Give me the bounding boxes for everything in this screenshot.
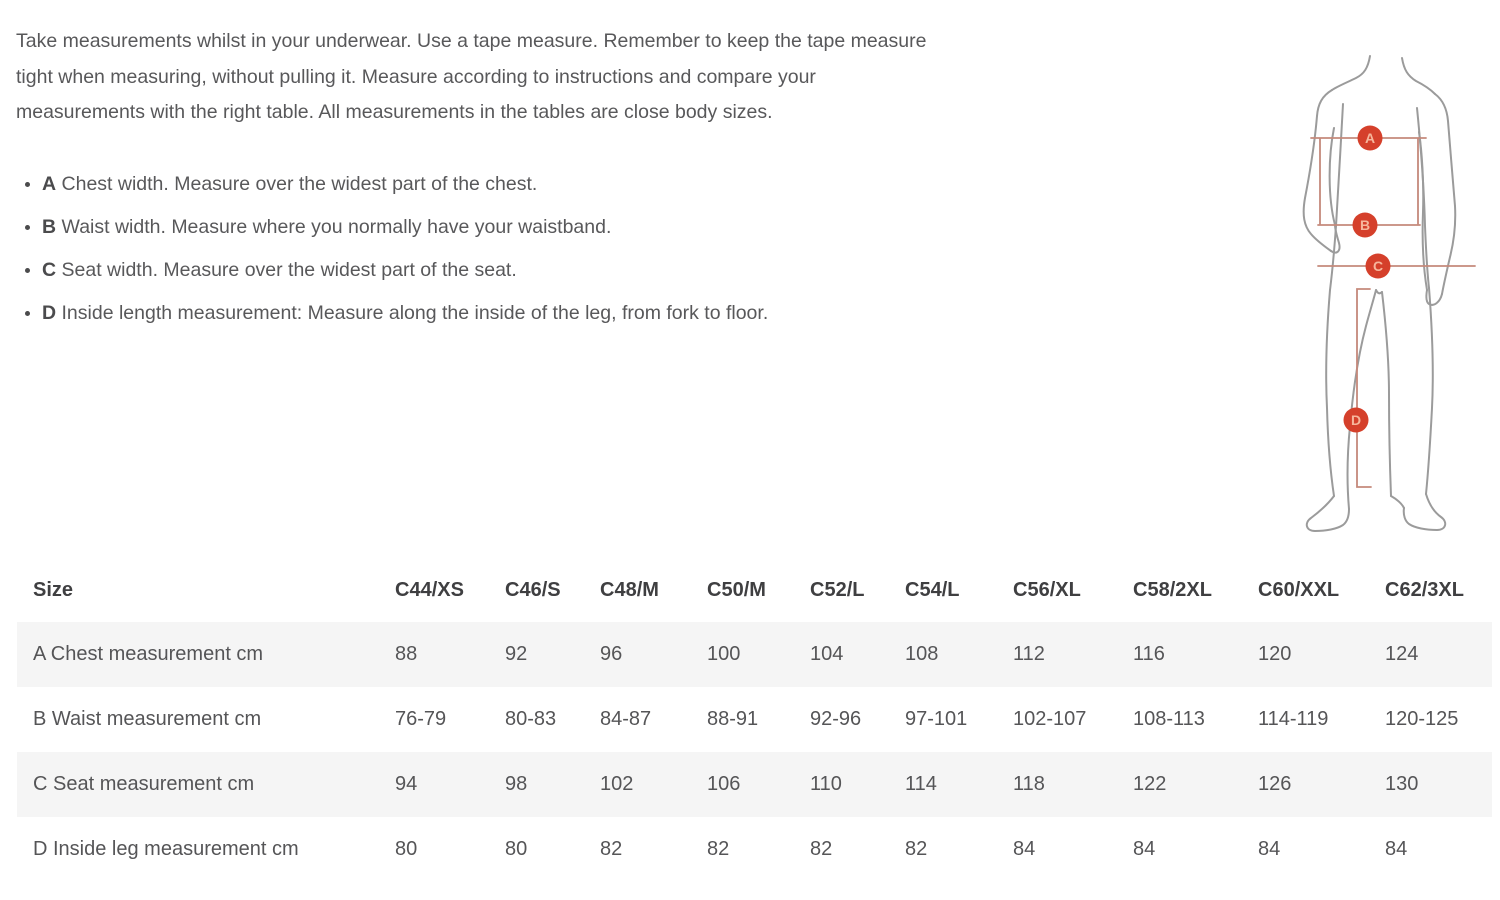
list-item-seat: C Seat width. Measure over the widest pa…	[42, 256, 1122, 284]
size-header-c60xxl: C60/XXL	[1258, 578, 1340, 601]
table-row-inside-leg: D Inside leg measurement cm 80 80 82 82 …	[17, 817, 1492, 882]
cell-value: 82	[600, 838, 623, 860]
cell-value: 80-83	[505, 708, 557, 730]
cell-value: 104	[810, 643, 844, 665]
instructions-line: tight when measuring, without pulling it…	[16, 65, 816, 88]
cell-value: 122	[1133, 773, 1167, 795]
cell-value: 84-87	[600, 708, 652, 730]
body-measurement-diagram: A B C D	[1278, 26, 1483, 546]
table-row-seat: C Seat measurement cm 94 98 102 106 110 …	[17, 752, 1492, 817]
inside-leg-line	[1356, 288, 1372, 488]
cell-value: 114	[905, 773, 937, 795]
cell-value: 88-91	[707, 708, 759, 730]
size-header-c623xl: C62/3XL	[1385, 578, 1464, 601]
cell-value: 80	[505, 838, 528, 860]
size-header-c582xl: C58/2XL	[1133, 578, 1212, 601]
cell-value: 76-79	[395, 708, 447, 730]
point-letter: A	[42, 173, 57, 195]
size-chart-table: Size C44/XS C46/S C48/M C50/M C52/L C54/…	[17, 558, 1492, 882]
chest-marker-circle	[1357, 125, 1383, 151]
cell-value: 88	[395, 643, 418, 665]
point-letter: D	[42, 302, 57, 324]
row-label: C Seat measurement cm	[33, 773, 255, 795]
measurement-lines	[1310, 137, 1476, 488]
size-column-header: Size	[33, 578, 74, 601]
instructions-line: Take measurements whilst in your underwe…	[16, 30, 927, 52]
cell-value: 82	[905, 838, 928, 860]
cell-value: 110	[810, 773, 842, 795]
cell-value: 100	[707, 643, 741, 665]
cell-value: 116	[1133, 643, 1165, 665]
cell-value: 102-107	[1013, 708, 1087, 730]
body-silhouette-illustration: A B C D	[1302, 55, 1476, 533]
inside-leg-marker-letter: D	[1351, 412, 1361, 428]
cell-value: 96	[600, 643, 623, 665]
measurement-markers: A B C D	[1343, 125, 1391, 433]
point-text: Inside length measurement: Measure along…	[61, 302, 769, 324]
body-outline	[1302, 55, 1457, 533]
list-item-inside-leg: D Inside length measurement: Measure alo…	[42, 299, 1122, 327]
cell-value: 124	[1385, 643, 1419, 665]
row-label: A Chest measurement cm	[33, 643, 264, 665]
cell-value: 108	[905, 643, 939, 665]
instructions-line: measurements with the right table. All m…	[16, 101, 773, 123]
measurement-instructions: Take measurements whilst in your underwe…	[16, 24, 1216, 131]
cell-value: 84	[1013, 838, 1036, 860]
cell-value: 94	[395, 773, 418, 795]
size-header-c50m: C50/M	[707, 578, 766, 601]
row-label: B Waist measurement cm	[33, 708, 262, 730]
cell-value: 97-101	[905, 708, 968, 730]
list-item-chest: A Chest width. Measure over the widest p…	[42, 170, 1122, 198]
point-letter: B	[42, 216, 57, 238]
cell-value: 120-125	[1385, 708, 1459, 730]
chest-marker-letter: A	[1365, 130, 1375, 146]
cell-value: 126	[1258, 773, 1292, 795]
point-letter: C	[42, 259, 57, 281]
waist-marker-circle	[1352, 212, 1378, 238]
cell-value: 84	[1133, 838, 1156, 860]
cell-value: 114-119	[1258, 708, 1329, 730]
point-text: Seat width. Measure over the widest part…	[61, 259, 517, 281]
cell-value: 108-113	[1133, 708, 1205, 730]
cell-value: 120	[1258, 643, 1292, 665]
point-text: Waist width. Measure where you normally …	[61, 216, 612, 238]
cell-value: 106	[707, 773, 741, 795]
size-header-c56xl: C56/XL	[1013, 578, 1081, 601]
cell-value: 92	[505, 643, 528, 665]
row-label: D Inside leg measurement cm	[33, 838, 299, 860]
cell-value: 130	[1385, 773, 1419, 795]
size-header-c48m: C48/M	[600, 578, 659, 601]
seat-marker-circle	[1365, 253, 1391, 279]
table-row-waist: B Waist measurement cm 76-79 80-83 84-87…	[17, 687, 1492, 752]
size-header-c46s: C46/S	[505, 578, 561, 601]
waist-marker-letter: B	[1360, 217, 1370, 233]
cell-value: 82	[810, 838, 833, 860]
cell-value: 84	[1258, 838, 1281, 860]
size-header-row: Size C44/XS C46/S C48/M C50/M C52/L C54/…	[17, 558, 1492, 622]
measurement-points-list: A Chest width. Measure over the widest p…	[16, 170, 1122, 342]
table-row-chest: A Chest measurement cm 88 92 96 100 104 …	[17, 622, 1492, 687]
cell-value: 98	[505, 773, 528, 795]
cell-value: 102	[600, 773, 634, 795]
inside-leg-marker-circle	[1343, 407, 1369, 433]
size-header-c54l: C54/L	[905, 578, 960, 601]
cell-value: 92-96	[810, 708, 862, 730]
size-header-c52l: C52/L	[810, 578, 865, 601]
cell-value: 118	[1013, 773, 1045, 795]
cell-value: 84	[1385, 838, 1408, 860]
cell-value: 80	[395, 838, 418, 860]
cell-value: 112	[1013, 643, 1045, 665]
point-text: Chest width. Measure over the widest par…	[61, 173, 538, 195]
cell-value: 82	[707, 838, 730, 860]
list-item-waist: B Waist width. Measure where you normall…	[42, 213, 1122, 241]
size-header-c44xs: C44/XS	[395, 578, 464, 601]
seat-marker-letter: C	[1373, 258, 1383, 274]
